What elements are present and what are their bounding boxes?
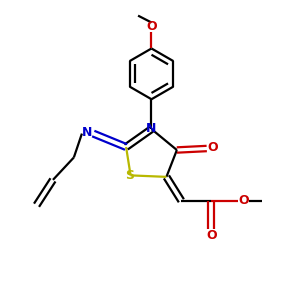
- Text: O: O: [206, 229, 217, 242]
- Text: N: N: [146, 122, 157, 135]
- Text: S: S: [125, 169, 134, 182]
- Text: N: N: [82, 126, 92, 139]
- Text: O: O: [238, 194, 249, 207]
- Text: O: O: [146, 20, 157, 33]
- Text: O: O: [207, 141, 218, 154]
